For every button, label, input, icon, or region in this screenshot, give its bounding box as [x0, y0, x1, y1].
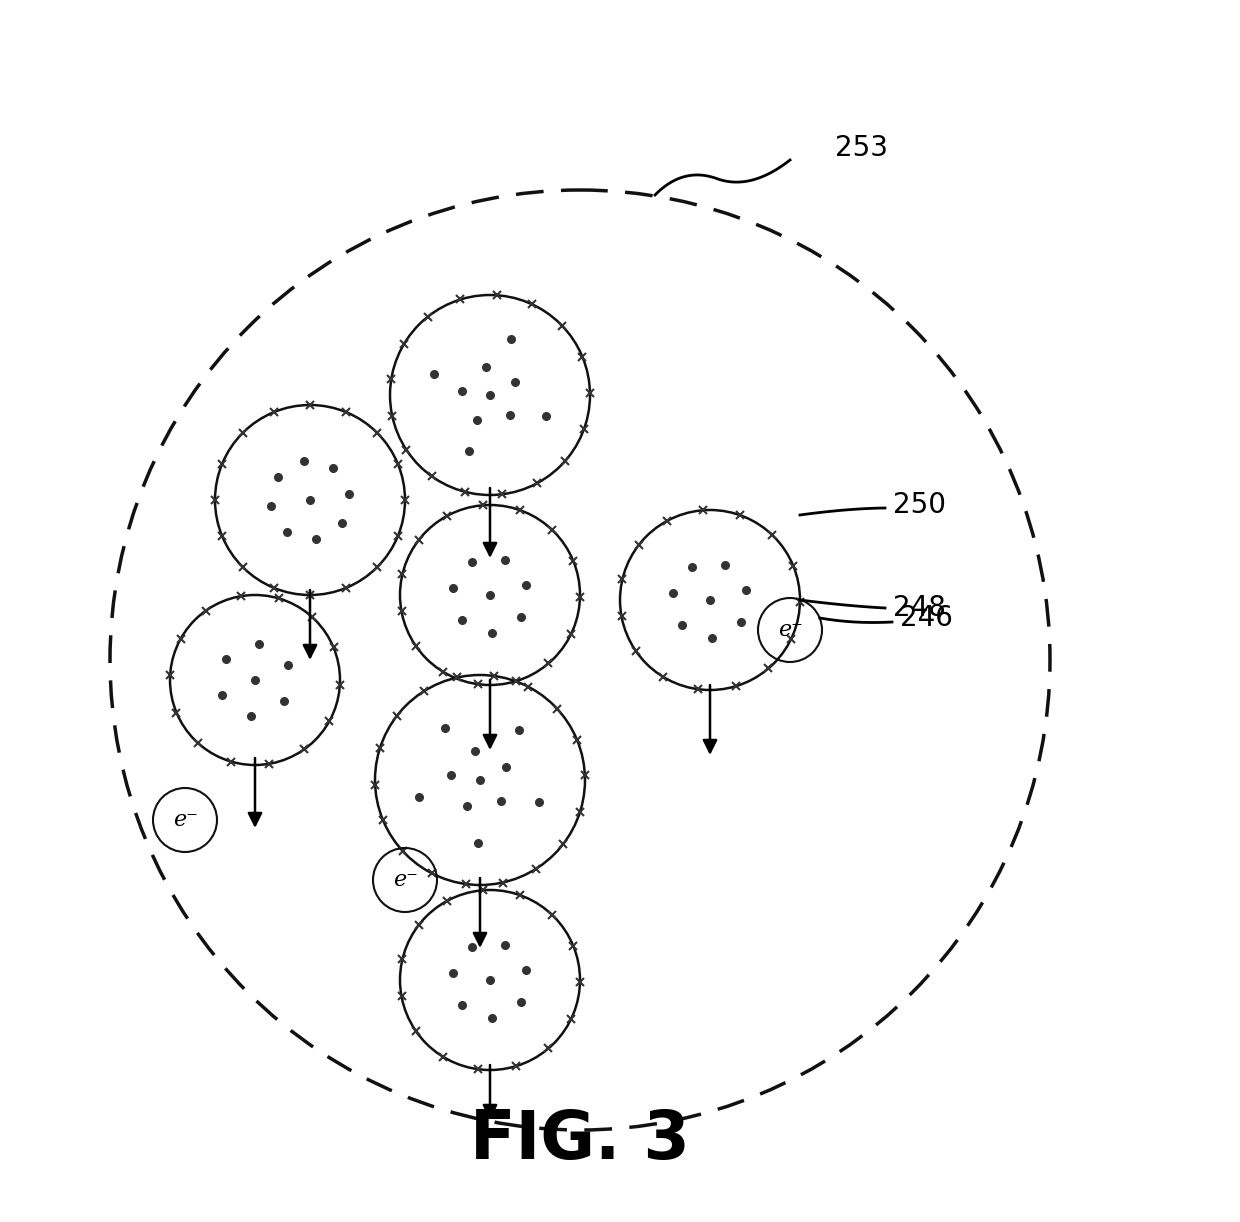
Text: 246: 246 — [900, 604, 952, 632]
Text: e⁻: e⁻ — [172, 809, 197, 831]
Text: e⁻: e⁻ — [393, 869, 418, 891]
Text: 248: 248 — [893, 594, 946, 622]
Text: 250: 250 — [893, 491, 946, 519]
Text: 253: 253 — [835, 134, 888, 163]
Text: e⁻: e⁻ — [777, 620, 802, 642]
Text: FIG. 3: FIG. 3 — [470, 1107, 689, 1173]
